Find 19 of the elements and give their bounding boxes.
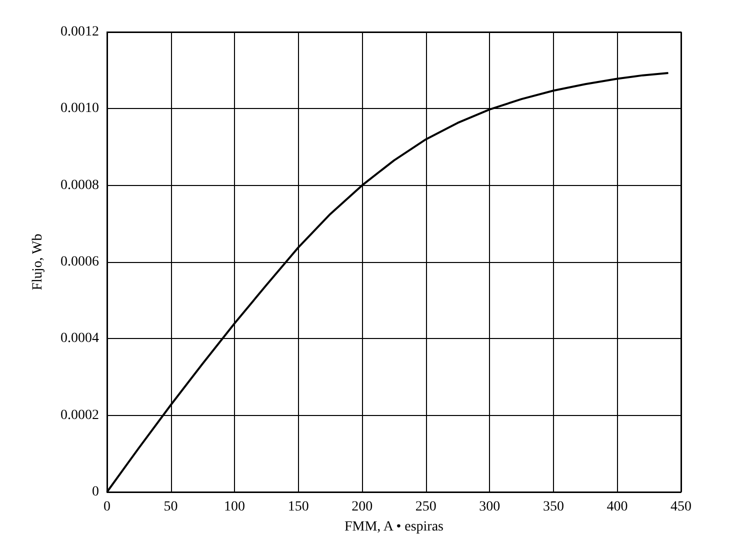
x-tick-label: 100: [224, 500, 246, 514]
y-axis-title: Flujo, Wb: [30, 234, 46, 290]
x-tick-label: 250: [415, 500, 436, 514]
x-axis-title: FMM, A • espiras: [344, 520, 444, 534]
y-tick-label: 0.0012: [60, 24, 99, 40]
y-tick-label: 0.0010: [60, 101, 99, 116]
y-tick-label: 0.0006: [60, 254, 99, 270]
x-tick-label: 0: [104, 500, 110, 514]
x-tick-label: 200: [352, 500, 373, 514]
x-tick-label: 450: [670, 500, 692, 514]
x-tick-label: 400: [606, 500, 628, 514]
y-tick-label: 0.0004: [60, 331, 99, 346]
x-tick-label: 50: [164, 500, 178, 514]
y-tick-label: 0.0008: [60, 178, 99, 193]
y-tick-label: 0: [92, 484, 99, 500]
y-tick-label: 0.0002: [60, 408, 99, 423]
x-tick-label: 300: [479, 500, 500, 514]
x-tick-label: 150: [288, 500, 309, 514]
x-tick-label: 350: [542, 500, 564, 514]
